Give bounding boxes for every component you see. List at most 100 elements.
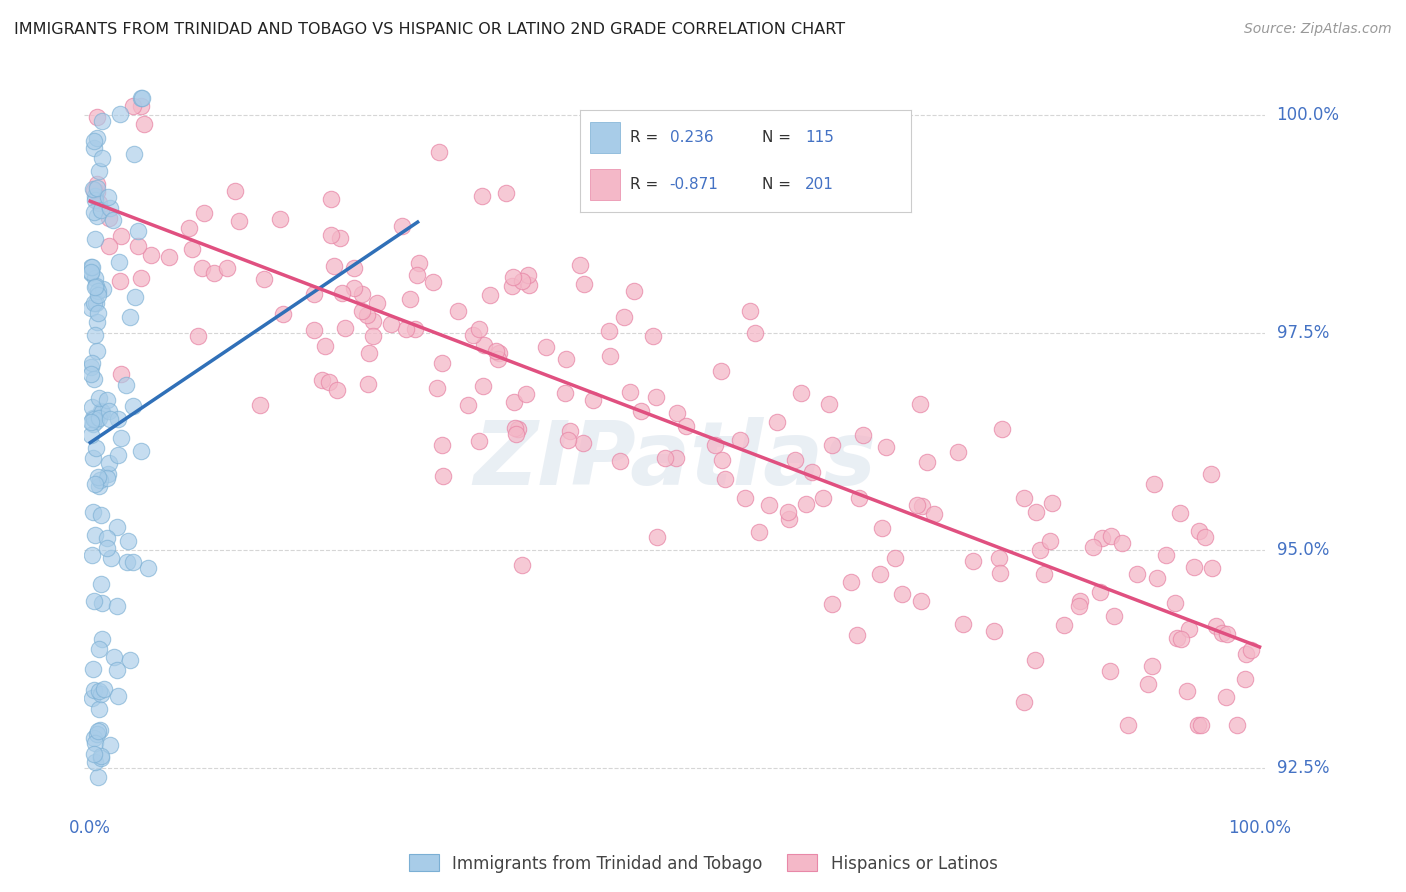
Point bbox=[599, 349, 621, 363]
Point bbox=[821, 437, 844, 451]
Point bbox=[486, 351, 509, 366]
Point bbox=[432, 469, 454, 483]
Point bbox=[105, 664, 128, 678]
Point bbox=[1199, 467, 1222, 482]
Point bbox=[93, 681, 115, 696]
Point bbox=[90, 404, 112, 418]
Point bbox=[84, 756, 107, 770]
Point bbox=[734, 491, 756, 505]
Point bbox=[991, 422, 1014, 436]
Point bbox=[249, 398, 271, 412]
Point bbox=[98, 201, 121, 215]
Point bbox=[121, 99, 143, 113]
Point bbox=[1116, 717, 1139, 731]
Point bbox=[96, 471, 118, 485]
Point bbox=[1187, 717, 1209, 731]
Text: 100.0%: 100.0% bbox=[1277, 106, 1340, 124]
Point bbox=[107, 255, 129, 269]
Point bbox=[1211, 626, 1233, 640]
Point bbox=[675, 419, 697, 434]
Point bbox=[86, 441, 108, 455]
Point bbox=[910, 594, 932, 608]
Point bbox=[107, 448, 129, 462]
Point bbox=[946, 444, 969, 458]
Point bbox=[224, 184, 246, 198]
Point bbox=[890, 587, 912, 601]
Point bbox=[406, 268, 429, 282]
Point bbox=[1178, 622, 1201, 636]
Point bbox=[571, 435, 593, 450]
Point bbox=[983, 624, 1005, 638]
Point bbox=[1143, 476, 1166, 491]
Point bbox=[82, 260, 104, 274]
Point bbox=[554, 352, 576, 367]
Point bbox=[352, 286, 374, 301]
Point bbox=[664, 450, 686, 465]
Point bbox=[91, 113, 114, 128]
Point bbox=[1170, 632, 1192, 646]
Point bbox=[302, 323, 325, 337]
Point bbox=[84, 296, 107, 310]
Point bbox=[83, 731, 105, 745]
Point bbox=[1081, 541, 1104, 555]
Point bbox=[80, 260, 103, 275]
Point bbox=[557, 433, 579, 447]
Point bbox=[1154, 548, 1177, 562]
Point bbox=[422, 275, 444, 289]
Point bbox=[703, 438, 725, 452]
Point bbox=[217, 261, 239, 276]
Point bbox=[744, 326, 766, 341]
Point bbox=[534, 340, 557, 354]
Point bbox=[80, 415, 103, 429]
Point bbox=[1040, 496, 1063, 510]
Point bbox=[132, 117, 155, 131]
Point bbox=[98, 211, 121, 226]
Point bbox=[271, 308, 294, 322]
Text: 95.0%: 95.0% bbox=[1277, 541, 1329, 559]
Point bbox=[91, 632, 114, 646]
Point bbox=[83, 183, 105, 197]
Point bbox=[574, 277, 596, 292]
Point bbox=[131, 91, 153, 105]
Point bbox=[269, 211, 291, 226]
Point bbox=[740, 304, 762, 318]
Point bbox=[1234, 647, 1257, 661]
Point bbox=[870, 521, 893, 535]
Point bbox=[404, 322, 426, 336]
Point bbox=[228, 214, 250, 228]
Point bbox=[1125, 566, 1147, 581]
Point bbox=[506, 422, 529, 436]
Point bbox=[83, 134, 105, 148]
Point bbox=[785, 452, 807, 467]
Point bbox=[613, 310, 636, 324]
Point bbox=[118, 653, 141, 667]
Point bbox=[962, 553, 984, 567]
Point bbox=[1166, 631, 1188, 645]
Point bbox=[821, 597, 844, 611]
Point bbox=[488, 345, 510, 359]
Point bbox=[187, 328, 209, 343]
Point bbox=[330, 285, 353, 300]
Point bbox=[766, 415, 789, 429]
Point bbox=[98, 456, 121, 470]
Point bbox=[91, 151, 114, 165]
Point bbox=[852, 428, 875, 442]
Point bbox=[181, 242, 204, 256]
Point bbox=[399, 293, 422, 307]
Point bbox=[86, 770, 108, 784]
Point bbox=[83, 295, 105, 310]
Point bbox=[86, 181, 108, 195]
Point bbox=[1069, 599, 1091, 614]
Point bbox=[619, 384, 641, 399]
Point bbox=[97, 190, 120, 204]
Point bbox=[96, 392, 118, 407]
Text: IMMIGRANTS FROM TRINIDAD AND TOBAGO VS HISPANIC OR LATINO 2ND GRADE CORRELATION : IMMIGRANTS FROM TRINIDAD AND TOBAGO VS H… bbox=[14, 22, 845, 37]
Point bbox=[915, 455, 938, 469]
Point bbox=[1136, 677, 1159, 691]
Point bbox=[1226, 717, 1249, 731]
Point bbox=[1189, 717, 1212, 731]
Point bbox=[710, 453, 733, 467]
Point bbox=[115, 555, 138, 569]
Point bbox=[87, 470, 110, 484]
Point bbox=[127, 239, 149, 253]
